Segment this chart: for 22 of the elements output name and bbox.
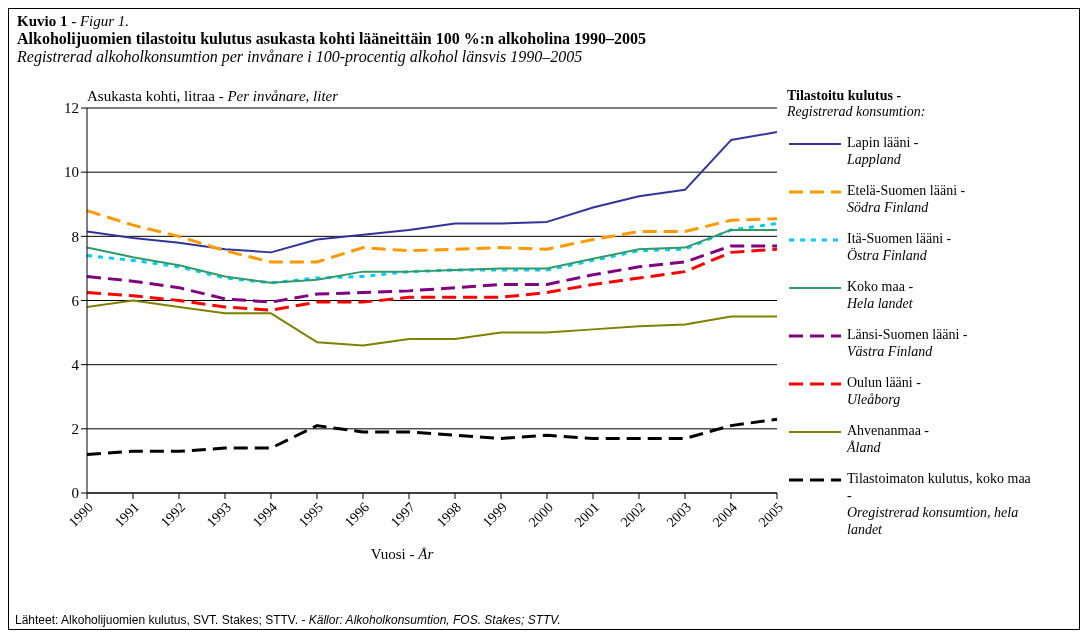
legend-label: Tilastoimaton kulutus, koko maa - Oregistrerad konsumtion, hela landet <box>847 471 1031 537</box>
x-axis-title: Vuosi - År <box>370 546 434 562</box>
y-tick-label: 10 <box>64 164 79 181</box>
legend-title: Tilastoitu kulutus - Registrerad konsumtion: <box>787 88 926 119</box>
chart-subtitle: Registrerad alkoholkonsumtion per invånare i 100-procentig alkohol länsvis 1990–2005 <box>17 48 584 66</box>
text: Lähteet: Alkoholijuomien kulutus, SVT. Stakes; STTV. - Källor: Alkoholkonsumtion, FOS. Stakes; STTV. <box>15 613 561 627</box>
legend-label: Lapin lääni - Lappland <box>847 135 919 167</box>
y-tick-label: 2 <box>71 421 79 438</box>
legend-label: Oulun lääni - Uleåborg <box>847 375 921 407</box>
legend-label: Ahvenanmaa - Åland <box>847 423 930 455</box>
legend-label: Koko maa - Hela landet <box>847 279 914 311</box>
y-axis-title: Asukasta kohti, litraa - Per invånare, liter <box>87 88 339 104</box>
y-tick-label: 4 <box>71 356 80 373</box>
text: Kuvio 1 - Figur 1. <box>17 13 130 29</box>
y-tick-label: 12 <box>64 100 79 117</box>
y-tick-label: 8 <box>71 228 79 245</box>
chart-title: Alkoholijuomien tilastoitu kulutus asukasta kohti lääneittäin 100 %:n alkoholina 1990–2005 <box>17 30 648 48</box>
legend-label: Länsi-Suomen lääni - Västra Finland <box>847 327 968 359</box>
legend-label: Etelä-Suomen lääni - Södra Finland <box>847 183 966 215</box>
legend-label: Itä-Suomen lääni - Östra Finland <box>847 231 952 263</box>
y-tick-label: 0 <box>71 485 79 502</box>
y-tick-label: 6 <box>71 292 80 309</box>
